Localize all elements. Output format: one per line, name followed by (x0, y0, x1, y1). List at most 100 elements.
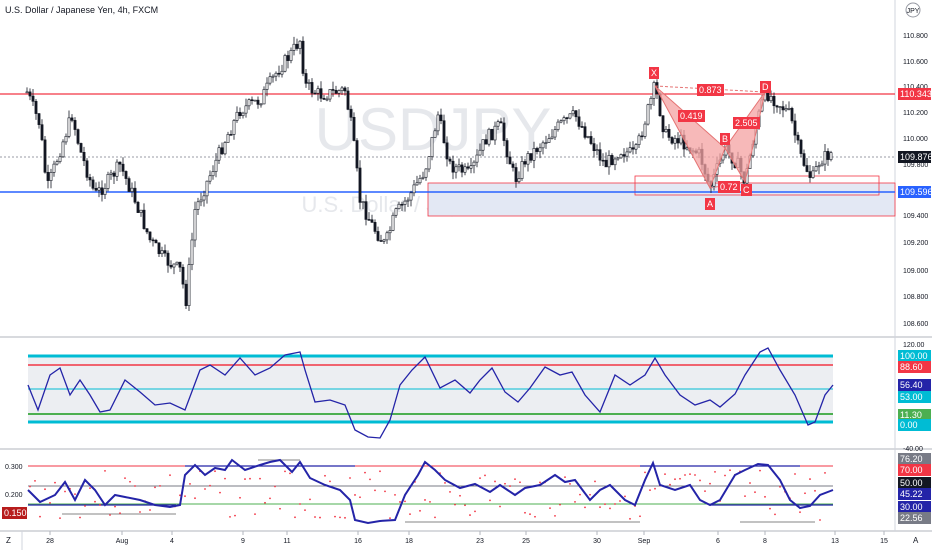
candle-body (127, 178, 131, 192)
price-tick-label: 109.400 (903, 213, 928, 220)
indicator2-dot (49, 502, 51, 504)
indicator2-dot (529, 513, 531, 516)
indicator2-line[interactable] (27, 458, 834, 525)
candle-body (100, 187, 104, 195)
candle-body (400, 203, 404, 206)
candle-body (424, 168, 428, 178)
candle-body (430, 137, 434, 157)
indicator1-label-value[interactable]: 56.40 (898, 379, 931, 391)
support-price-label[interactable]: 109.596 (898, 186, 932, 198)
pattern-point-b[interactable]: B (720, 133, 731, 145)
pattern-point-d[interactable]: D (760, 81, 771, 93)
indicator2-dot (139, 511, 141, 513)
price-axis[interactable]: 110.800 110.600 110.400 110.200 110.000 109.8… (5, 33, 928, 516)
resistance-price-label[interactable]: 110.343 (898, 88, 932, 100)
candle-body (826, 151, 830, 160)
indicator2-label-low[interactable]: 22.56 (898, 512, 931, 524)
candle-body (490, 128, 494, 141)
indicator1-label-upper[interactable]: 100.00 (898, 350, 931, 362)
indicator2-dot (349, 477, 351, 479)
indicator2-label-high[interactable]: 76.20 (898, 453, 931, 465)
indicator2-dot (754, 491, 756, 494)
time-axis[interactable]: 28 Aug 4 9 11 16 18 23 25 30 Sep 6 8 13 15 (46, 531, 888, 545)
candle-body (334, 89, 338, 94)
pattern-point-x[interactable]: X (649, 67, 660, 79)
indicator1-label-mid[interactable]: 53.00 (898, 391, 931, 403)
candle-body (799, 139, 803, 154)
candle-body (520, 161, 524, 179)
candle-body (619, 154, 623, 159)
indicator2-dot (629, 517, 631, 520)
pattern-zone[interactable] (634, 175, 880, 196)
price-tick-label: 110.600 (903, 59, 928, 66)
indicator2-dot (479, 477, 481, 480)
indicator2-dot (154, 486, 156, 489)
candle-body (778, 106, 782, 108)
candle-body (79, 143, 83, 153)
indicator2-dot (554, 514, 556, 517)
candle-body (220, 147, 224, 155)
candle-body (160, 250, 164, 255)
candle-body (451, 160, 455, 173)
candle-body (298, 40, 302, 49)
pattern-point-c[interactable]: C (741, 184, 752, 196)
indicator2-label-lower[interactable]: 30.00 (898, 501, 931, 513)
candle-body (373, 222, 377, 232)
pattern-point-a[interactable]: A (705, 198, 716, 210)
candle-body (322, 98, 326, 100)
indicator1-line[interactable] (27, 347, 834, 439)
candle-body (52, 163, 56, 173)
indicator2-label-mid[interactable]: 50.00 (898, 477, 931, 489)
indicator2-dot (129, 480, 131, 483)
pattern-ratio-xb[interactable]: 0.419 (678, 110, 705, 122)
indicator2-dot (444, 482, 446, 484)
indicator2-dot (294, 516, 296, 519)
candle-body (499, 121, 503, 124)
candle-body (268, 76, 272, 84)
indicator2-left-label[interactable]: 0.150 (2, 507, 27, 519)
indicator1-label-oversold[interactable]: 11.30 (898, 409, 931, 421)
corner-left[interactable]: Z (6, 536, 11, 545)
price-tick-label: 109.000 (903, 268, 928, 275)
indicator2-dot (369, 478, 371, 481)
indicator2-dot (59, 517, 61, 520)
candle-body (157, 242, 161, 255)
indicator2-dot (404, 500, 406, 503)
corner-right[interactable]: A (913, 536, 919, 545)
indicator2-label-value[interactable]: 45.22 (898, 488, 931, 500)
currency-badge-icon[interactable] (905, 2, 921, 18)
candle-body (625, 151, 629, 157)
candle-body (61, 141, 65, 158)
currency-badge[interactable]: JPY (907, 8, 920, 15)
candle-body (586, 136, 590, 138)
candlestick-series[interactable] (25, 36, 833, 311)
demand-zone[interactable] (427, 182, 896, 217)
candle-body (46, 171, 50, 181)
indicator2-dot (389, 517, 391, 520)
candle-body (28, 91, 32, 97)
indicator2-dot (674, 478, 676, 481)
indicator2-dot (264, 501, 266, 504)
last-price-label[interactable]: 109.876 (898, 151, 932, 163)
indicator2-dot (324, 474, 326, 477)
indicator2-dot (474, 510, 476, 513)
indicator1-label-overbought[interactable]: 88.60 (898, 361, 931, 373)
candle-body (577, 116, 581, 127)
candle-body (316, 88, 320, 94)
pattern-ratio-ac[interactable]: 0.72 (718, 181, 740, 193)
candle-body (385, 232, 389, 241)
indicator2-label-upper[interactable]: 70.00 (898, 464, 931, 476)
candle-body (367, 219, 371, 221)
indicator2-dot (779, 485, 781, 488)
candle-body (265, 82, 269, 90)
candle-body (685, 147, 689, 150)
pattern-ratio-xd[interactable]: 0.873 (697, 84, 724, 96)
indicator1-label-lower[interactable]: 0.00 (898, 419, 931, 431)
pattern-ratio-bd[interactable]: 2.505 (733, 117, 760, 129)
candle-body (49, 172, 53, 181)
candle-body (538, 147, 542, 152)
indicator2-dot (759, 469, 761, 472)
candle-body (349, 109, 353, 118)
candle-body (487, 128, 491, 145)
